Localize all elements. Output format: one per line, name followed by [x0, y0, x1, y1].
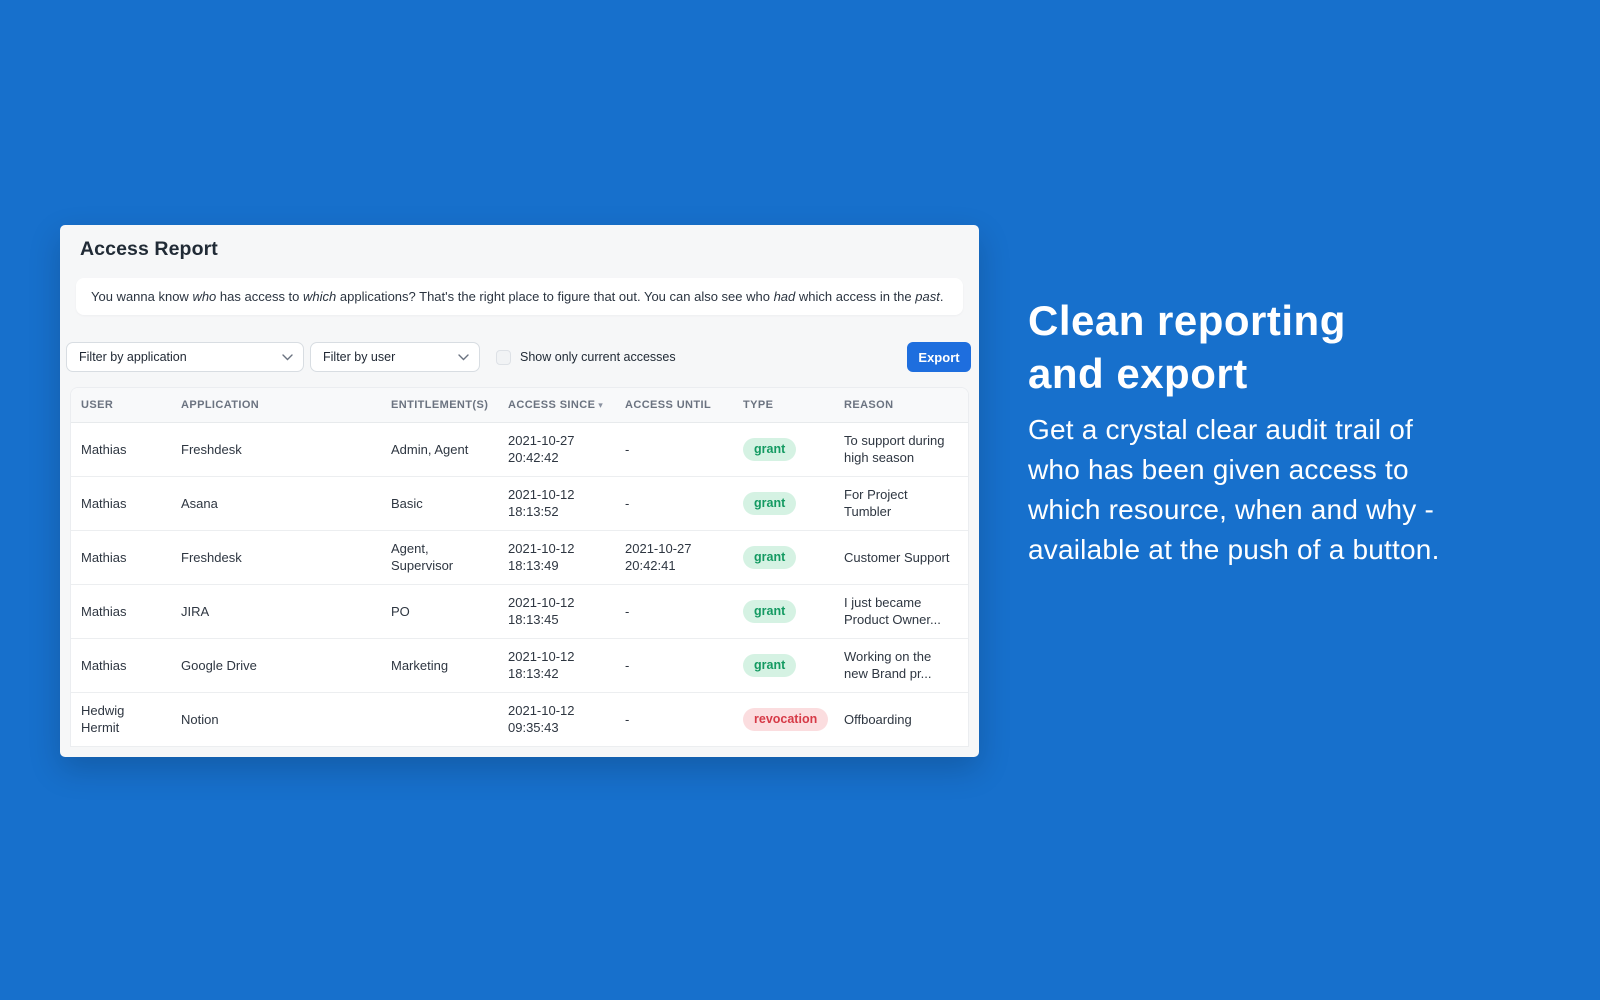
show-only-current-accesses-toggle[interactable]: Show only current accesses [496, 349, 676, 365]
grant-badge: grant [743, 599, 797, 623]
cell-reason: Customer Support [834, 530, 968, 585]
table-row: Mathias JIRA PO 2021-10-12 18:13:45- grant I … [71, 584, 968, 639]
cell-entitlements: PO [381, 584, 498, 639]
cell-user: Mathias [71, 638, 171, 693]
cell-reason: I just became Product Owner... [834, 584, 968, 639]
cell-user: Mathias [71, 530, 171, 585]
cell-since: 2021-10-27 20:42:42 [498, 422, 615, 477]
grant-badge: grant [743, 491, 797, 515]
cell-application: Freshdesk [171, 422, 381, 477]
cell-type: grant [733, 422, 834, 477]
cell-since: 2021-10-12 09:35:43 [498, 692, 615, 747]
table-row: Mathias Google Drive Marketing 2021-10-12 1… [71, 638, 968, 693]
chevron-down-icon [458, 353, 469, 361]
access-report-card: Access Report You wanna know who has acc… [60, 225, 979, 757]
column-header-user[interactable]: USER [71, 388, 171, 423]
export-button[interactable]: Export [907, 342, 971, 372]
cell-user: Mathias [71, 422, 171, 477]
description-text: You wanna know who has access to which a… [91, 289, 944, 304]
cell-until: - [615, 422, 733, 477]
show-only-current-accesses-checkbox[interactable] [496, 349, 511, 365]
card-header: Access Report [60, 225, 979, 261]
cell-entitlements: Basic [381, 476, 498, 531]
table-row: Mathias Freshdesk Admin, Agent 2021-10-27 2… [71, 422, 968, 477]
cell-application: Google Drive [171, 638, 381, 693]
cell-since: 2021-10-12 18:13:42 [498, 638, 615, 693]
cell-reason: For Project Tumbler [834, 476, 968, 531]
description-box: You wanna know who has access to which a… [76, 278, 963, 315]
cell-entitlements [381, 692, 498, 747]
table-row: Mathias Freshdesk Agent, Supervisor 2021-10… [71, 530, 968, 585]
table-row: Mathias Asana Basic 2021-10-12 18:13:52- gra… [71, 476, 968, 531]
checkbox-label: Show only current accesses [520, 350, 676, 364]
column-header-until[interactable]: ACCESS UNTIL [615, 388, 733, 423]
filters-row: Filter by application Filter by user Sho… [66, 342, 971, 372]
grant-badge: grant [743, 653, 797, 677]
cell-reason: Working on the new Brand pr... [834, 638, 968, 693]
grant-badge: grant [743, 437, 797, 461]
chevron-down-icon [282, 353, 293, 361]
column-header-application[interactable]: APPLICATION [171, 388, 381, 423]
cell-user: Mathias [71, 584, 171, 639]
cell-until: - [615, 476, 733, 531]
sort-descending-icon: ▾ [595, 399, 604, 410]
user-filter-label: Filter by user [323, 350, 396, 364]
cell-application: JIRA [171, 584, 381, 639]
cell-until: - [615, 692, 733, 747]
aside-heading: Clean reporting and export [1028, 297, 1346, 397]
cell-since: 2021-10-12 18:13:45 [498, 584, 615, 639]
column-header-reason[interactable]: REASON [834, 388, 968, 423]
revocation-badge: revocation [743, 707, 829, 731]
page-title: Access Report [80, 238, 218, 260]
cell-entitlements: Agent, Supervisor [381, 530, 498, 585]
cell-user: Mathias [71, 476, 171, 531]
application-filter-select[interactable]: Filter by application [66, 342, 304, 372]
cell-until: 2021-10-27 20:42:41 [615, 530, 733, 585]
cell-application: Notion [171, 692, 381, 747]
cell-until: - [615, 638, 733, 693]
grant-badge: grant [743, 545, 797, 569]
cell-since: 2021-10-12 18:13:52 [498, 476, 615, 531]
table-body: Mathias Freshdesk Admin, Agent 2021-10-27 2… [71, 422, 968, 747]
column-header-since[interactable]: ACCESS SINCE ▾ [498, 388, 615, 423]
cell-application: Asana [171, 476, 381, 531]
cell-since: 2021-10-12 18:13:49 [498, 530, 615, 585]
cell-reason: To support during high season [834, 422, 968, 477]
cell-type: grant [733, 530, 834, 585]
cell-type: revocation [733, 692, 834, 747]
aside-body-text: Get a crystal clear audit trail of who h… [1028, 414, 1440, 565]
cell-reason: Offboarding [834, 692, 968, 747]
user-filter-select[interactable]: Filter by user [310, 342, 480, 372]
cell-type: grant [733, 476, 834, 531]
cell-type: grant [733, 584, 834, 639]
cell-type: grant [733, 638, 834, 693]
application-filter-label: Filter by application [79, 350, 187, 364]
column-header-entitlements[interactable]: ENTITLEMENT(S) [381, 388, 498, 423]
access-table: USER APPLICATION ENTITLEMENT(S) ACCESS SINC… [71, 388, 968, 747]
cell-entitlements: Marketing [381, 638, 498, 693]
cell-user: Hedwig Hermit [71, 692, 171, 747]
column-header-type[interactable]: TYPE [733, 388, 834, 423]
cell-application: Freshdesk [171, 530, 381, 585]
table-header-row: USER APPLICATION ENTITLEMENT(S) ACCESS SINC… [71, 388, 968, 423]
table-row: Hedwig Hermit Notion 2021-10-12 09:35:43- r… [71, 692, 968, 747]
cell-entitlements: Admin, Agent [381, 422, 498, 477]
cell-until: - [615, 584, 733, 639]
access-table-container: USER APPLICATION ENTITLEMENT(S) ACCESS SINC… [70, 387, 969, 747]
